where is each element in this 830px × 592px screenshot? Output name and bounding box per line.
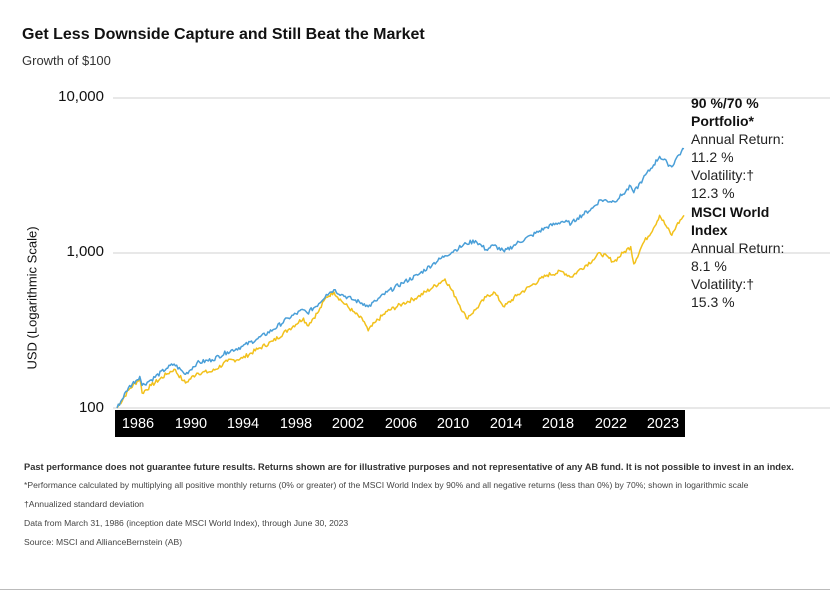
series-line-msci-world	[116, 214, 685, 409]
x-tick-label: 2006	[384, 416, 418, 432]
index-label-block: MSCI World Index Annual Return: 8.1 % Vo…	[691, 203, 825, 311]
disclaimer-text: Past performance does not guarantee futu…	[24, 462, 794, 472]
portfolio-name-line1: 90 %/70 %	[691, 95, 759, 111]
x-tick-label: 1986	[121, 416, 155, 432]
portfolio-name-line2: Portfolio*	[691, 113, 754, 129]
x-tick-label: 2010	[436, 416, 470, 432]
bottom-divider	[0, 589, 830, 590]
x-tick-label: 2018	[541, 416, 575, 432]
chart-title: Get Less Downside Capture and Still Beat…	[22, 26, 425, 43]
x-tick-label: 2002	[331, 416, 365, 432]
footnote-source: Source: MSCI and AllianceBernstein (AB)	[24, 537, 183, 547]
index-volatility-value: 15.3 %	[691, 294, 735, 310]
index-name-line1: MSCI World	[691, 204, 770, 220]
x-axis-bar: 1986 1990 1994 1998 2002 2006 2010 2014 …	[115, 410, 685, 437]
chart-subtitle: Growth of $100	[22, 53, 111, 68]
portfolio-return-value: 11.2 %	[691, 149, 734, 165]
x-tick-label: 2022	[594, 416, 628, 432]
series-line-portfolio	[116, 147, 685, 409]
x-tick-label: 1990	[174, 416, 208, 432]
index-return-label: Annual Return:	[691, 240, 785, 256]
x-tick-label: 1998	[279, 416, 313, 432]
x-tick-label: 2023	[646, 416, 680, 432]
portfolio-volatility-value: 12.3 %	[691, 185, 735, 201]
footnote-data-range: Data from March 31, 1986 (inception date…	[24, 518, 349, 528]
portfolio-volatility-label: Volatility:†	[691, 167, 755, 183]
x-tick-label: 2014	[489, 416, 523, 432]
portfolio-return-label: Annual Return:	[691, 131, 785, 147]
index-return-value: 8.1 %	[691, 258, 727, 274]
footer-notes: Past performance does not guarantee futu…	[24, 462, 814, 556]
footnote-volatility: †Annualized standard deviation	[24, 499, 144, 509]
footnote-methodology: *Performance calculated by multiplying a…	[24, 480, 749, 490]
plot-area	[113, 97, 830, 409]
y-tick-label: 100	[78, 399, 104, 416]
index-volatility-label: Volatility:†	[691, 276, 755, 292]
x-tick-label: 1994	[226, 416, 260, 432]
y-axis-label: USD (Logarithmic Scale)	[24, 226, 40, 370]
index-name-line2: Index	[691, 222, 728, 238]
y-tick-label: 10,000	[58, 88, 104, 105]
y-tick-label: 1,000	[66, 243, 104, 260]
portfolio-label-block: 90 %/70 % Portfolio* Annual Return: 11.2…	[691, 94, 825, 202]
